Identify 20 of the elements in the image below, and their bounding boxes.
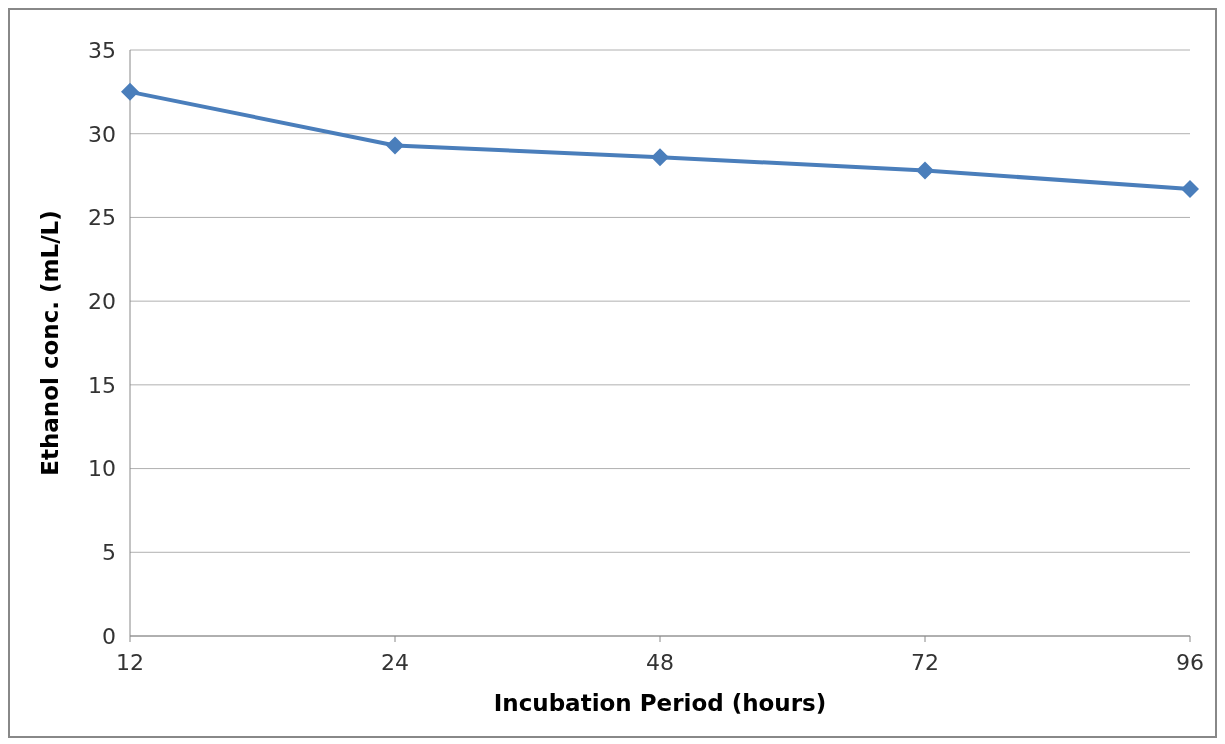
y-tick-label: 5 — [102, 540, 116, 566]
x-axis-title: Incubation Period (hours) — [493, 690, 827, 716]
point — [386, 136, 404, 155]
y-tick-label: 20 — [88, 288, 116, 314]
x-tick-label: 12 — [116, 649, 144, 675]
point — [651, 148, 669, 167]
y-tick-label: 0 — [102, 623, 116, 649]
x-tick-label: 24 — [381, 649, 409, 675]
y-tick-label: 35 — [88, 37, 116, 63]
y-tick-label: 15 — [88, 372, 116, 398]
point — [121, 82, 139, 101]
point — [916, 161, 934, 180]
x-tick-label: 72 — [911, 649, 939, 675]
y-tick-label: 30 — [88, 121, 116, 147]
y-tick-label: 25 — [88, 205, 116, 231]
y-tick-label: 10 — [88, 456, 116, 482]
x-tick-label: 96 — [1176, 649, 1204, 675]
point — [1181, 179, 1199, 198]
y-axis-title: Ethanol conc. (mL/L) — [37, 210, 64, 476]
x-tick-label: 48 — [646, 649, 674, 675]
